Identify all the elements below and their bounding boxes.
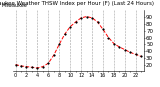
Text: Milwaukee: Milwaukee [2, 3, 28, 8]
Text: Milwaukee Weather THSW Index per Hour (F) (Last 24 Hours): Milwaukee Weather THSW Index per Hour (F… [0, 1, 154, 6]
